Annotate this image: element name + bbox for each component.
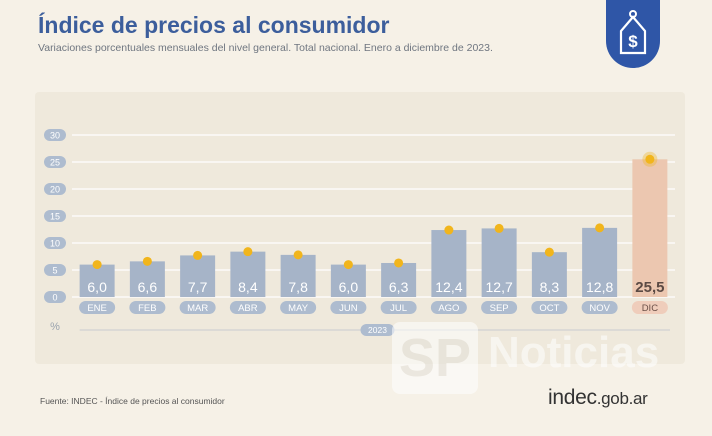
bar — [381, 262, 417, 297]
ipc-bar-chart: 30 25 20 15 10 5 0% 6,0 ENE 6,6 FEB 7,7 MAR 8,4 ABR 7,8… — [44, 129, 675, 336]
x-tick-label: JUN — [339, 303, 358, 314]
x-tick-label: NOV — [589, 303, 610, 314]
value-label: 6,3 — [389, 279, 409, 295]
x-tick-label: DIC — [642, 303, 659, 314]
indec-badge: $ — [606, 0, 660, 68]
value-label: 7,8 — [288, 279, 308, 295]
y-tick-pill — [44, 183, 66, 195]
x-tick-label: AGO — [438, 303, 459, 314]
svg-text:$: $ — [628, 32, 638, 51]
value-label: 8,4 — [238, 279, 258, 295]
y-tick-label: 30 — [50, 131, 60, 141]
source-note: Fuente: INDEC - Índice de precios al con… — [40, 396, 225, 406]
data-dot — [544, 247, 554, 257]
x-tick-pill — [330, 301, 367, 314]
x-tick-label: OCT — [539, 303, 559, 314]
value-label: 6,0 — [339, 279, 359, 295]
value-label: 7,7 — [188, 279, 208, 295]
x-tick-pill — [229, 301, 266, 314]
y-tick-label: 0 — [52, 293, 57, 303]
bar — [79, 264, 115, 297]
data-dot — [142, 256, 152, 266]
x-tick-label: SEP — [490, 303, 509, 314]
x-tick-pill — [581, 301, 618, 314]
bar — [531, 252, 567, 297]
bar — [230, 251, 266, 297]
data-dot — [343, 260, 353, 270]
bar — [280, 254, 316, 297]
data-dot — [645, 154, 655, 164]
y-tick-label: 20 — [50, 185, 60, 195]
y-tick-label: 5 — [52, 266, 57, 276]
data-dot — [595, 223, 605, 233]
brand-domain: .gob.ar — [596, 389, 648, 408]
data-dot — [494, 223, 504, 233]
data-dot — [243, 247, 253, 257]
x-tick-pill — [380, 301, 417, 314]
bar — [431, 230, 467, 297]
bar — [582, 227, 618, 297]
x-tick-pill — [179, 301, 216, 314]
bar — [180, 255, 216, 297]
brand-main: indec — [548, 386, 597, 409]
x-tick-label: JUL — [390, 303, 407, 314]
y-tick-label: 10 — [50, 239, 60, 249]
bar — [129, 261, 165, 297]
y-tick-pill — [44, 264, 66, 276]
price-tag-dollar-icon: $ — [619, 10, 647, 55]
bar — [632, 159, 668, 297]
y-axis-label: % — [50, 321, 60, 333]
data-dot — [444, 225, 454, 235]
value-label: 8,3 — [540, 279, 560, 295]
bar — [330, 264, 366, 297]
data-dot — [394, 258, 404, 268]
y-tick-label: 15 — [50, 212, 60, 222]
year-label: 2023 — [368, 325, 387, 335]
data-dot — [92, 260, 102, 270]
x-tick-pill — [430, 301, 467, 314]
page-subtitle: Variaciones porcentuales mensuales del n… — [38, 42, 493, 54]
page-title: Índice de precios al consumidor — [38, 12, 390, 38]
x-tick-pill — [481, 301, 518, 314]
value-label: 12,8 — [586, 279, 613, 295]
value-label: 12,7 — [486, 279, 513, 295]
x-tick-pill — [531, 301, 568, 314]
y-tick-label: 25 — [50, 158, 60, 168]
x-tick-pill — [280, 301, 317, 314]
data-dot — [193, 250, 203, 260]
x-tick-label: MAR — [187, 303, 208, 314]
value-label: 25,5 — [635, 279, 664, 296]
y-tick-pill — [44, 291, 66, 303]
y-tick-pill — [44, 156, 66, 168]
value-label: 6,6 — [138, 279, 158, 295]
x-tick-label: FEB — [138, 303, 156, 314]
indec-logo: indec.gob.ar — [548, 386, 648, 410]
x-tick-pill — [79, 301, 116, 314]
bar — [481, 228, 517, 297]
x-tick-pill — [631, 301, 668, 314]
data-dot — [293, 250, 303, 260]
x-tick-label: ENE — [87, 303, 107, 314]
y-tick-pill — [44, 237, 66, 249]
y-tick-pill — [44, 129, 66, 141]
value-label: 12,4 — [435, 279, 462, 295]
value-label: 6,0 — [87, 279, 107, 295]
y-tick-pill — [44, 210, 66, 222]
year-pill — [360, 324, 395, 336]
x-tick-label: MAY — [288, 303, 309, 314]
x-tick-pill — [129, 301, 166, 314]
x-tick-label: ABR — [238, 303, 258, 314]
chart-panel: 30 25 20 15 10 5 0% 6,0 ENE 6,6 FEB 7,7 MAR 8,4 ABR 7,8… — [35, 92, 685, 364]
